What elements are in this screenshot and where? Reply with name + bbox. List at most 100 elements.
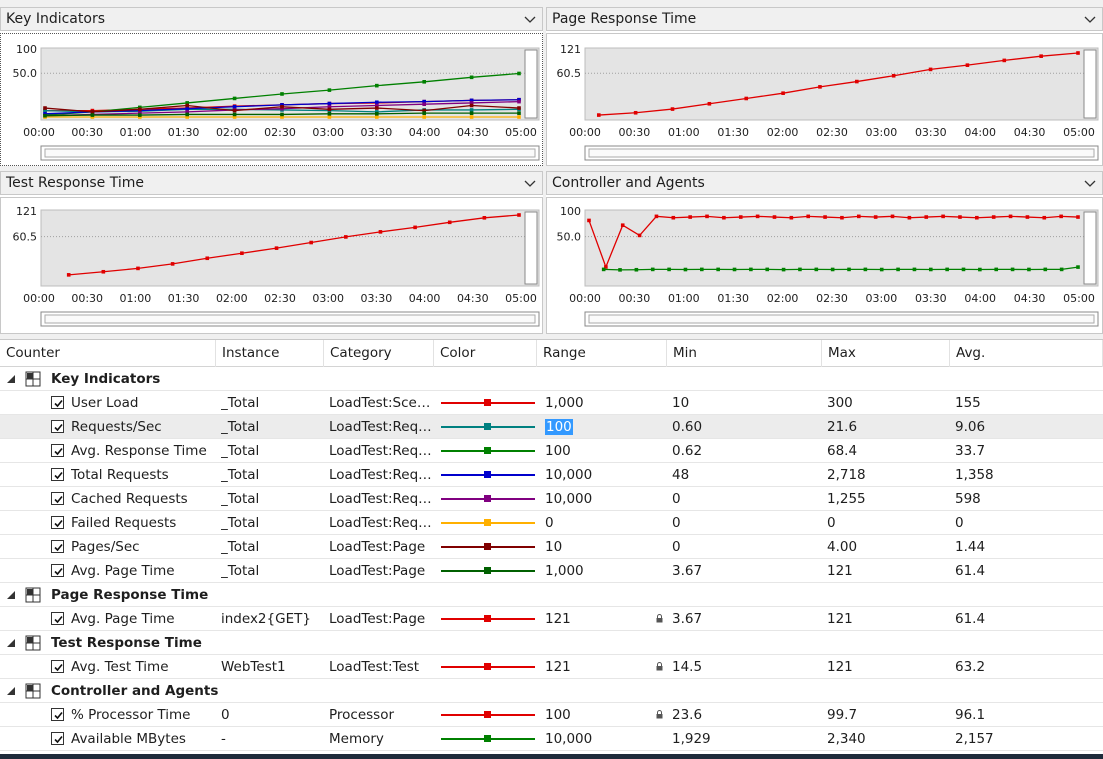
column-header-max[interactable]: Max (822, 340, 950, 367)
data-point (185, 101, 189, 105)
range-value[interactable]: 1,000 (545, 563, 584, 579)
panel-title: Test Response Time (6, 175, 144, 191)
column-header-min[interactable]: Min (667, 340, 822, 367)
counter-checkbox[interactable] (51, 564, 64, 577)
counter-checkbox[interactable] (51, 396, 64, 409)
data-point (705, 214, 709, 219)
data-point (43, 108, 47, 113)
data-point (327, 104, 332, 109)
graph-area[interactable]: 121 60.5 00:00 00:30 01:00 01:30 02:00 02:30 03:… (546, 33, 1103, 166)
counter-row[interactable]: % Processor Time 0 Processor 100 23.6 99.7 96.… (0, 703, 1103, 727)
graph-area[interactable]: 100 50.0 00:00 00:30 01:00 01:30 02:00 02:30 03:… (546, 197, 1103, 334)
category: LoadTest:Page (329, 539, 426, 555)
counter-row[interactable]: Avg. Response Time _Total LoadTest:Req… 100… (0, 439, 1103, 463)
range-value[interactable]: 121 (545, 611, 571, 627)
counter-checkbox[interactable] (51, 612, 64, 625)
data-point (749, 267, 753, 272)
range-value[interactable]: 10,000 (545, 467, 593, 483)
column-header-counter[interactable]: Counter (0, 340, 216, 367)
range-value[interactable]: 100 (545, 443, 571, 459)
column-header-range[interactable]: Range (537, 340, 667, 367)
column-header-avg[interactable]: Avg. (950, 340, 1103, 367)
collapse-arrow-icon[interactable] (7, 639, 15, 647)
group-row[interactable]: Test Response Time (0, 631, 1103, 655)
graph-area[interactable]: 121 60.5 00:00 00:30 01:00 01:30 02:00 02:30 03:… (0, 197, 543, 334)
graph-area[interactable]: 100 50.0 00:00 00:30 01:00 01:30 02:00 02:30 03:… (0, 33, 543, 166)
min-value: 14.5 (672, 659, 703, 675)
column-header-color[interactable]: Color (434, 340, 537, 367)
counter-row[interactable]: Pages/Sec _Total LoadTest:Page 10 0 4.00 1.44 (0, 535, 1103, 559)
counter-row[interactable]: Failed Requests _Total LoadTest:Req… 0 0 0 0 (0, 511, 1103, 535)
range-value[interactable]: 0 (545, 515, 554, 531)
range-value[interactable]: 10 (545, 539, 563, 555)
counter-row[interactable]: User Load _Total LoadTest:Sce… 1,000 10 300 15… (0, 391, 1103, 415)
panel-header[interactable]: Page Response Time (546, 7, 1103, 31)
data-point (517, 115, 521, 119)
column-header-instance[interactable]: Instance (216, 340, 324, 367)
avg-value: 61.4 (955, 611, 986, 627)
counter-checkbox[interactable] (51, 444, 64, 457)
plot-area (584, 209, 1099, 287)
instance: _Total (221, 467, 260, 483)
counter-row[interactable]: Requests/Sec _Total LoadTest:Req… 100 0.60 21… (0, 415, 1103, 439)
x-tick-label: 03:00 (866, 292, 898, 305)
color-swatch-marker (484, 471, 491, 478)
chevron-down-icon[interactable] (523, 11, 537, 27)
counter-row[interactable]: Avg. Page Time index2{GET} LoadTest:Page 12… (0, 607, 1103, 631)
counter-row[interactable]: Available MBytes - Memory 10,000 1,929 2,340 2… (0, 727, 1103, 751)
counter-row[interactable]: Total Requests _Total LoadTest:Req… 10,000 4… (0, 463, 1103, 487)
counter-checkbox[interactable] (51, 540, 64, 553)
min-value: 0 (672, 539, 681, 555)
group-row[interactable]: Controller and Agents (0, 679, 1103, 703)
panel-header[interactable]: Test Response Time (0, 171, 543, 195)
data-point (1025, 215, 1030, 219)
x-tick-label: 03:00 (866, 126, 898, 139)
group-label: Key Indicators (51, 371, 161, 387)
panel-header[interactable]: Key Indicators (0, 7, 543, 31)
counter-row[interactable]: Cached Requests _Total LoadTest:Req… 10,000… (0, 487, 1103, 511)
data-point (975, 215, 979, 220)
data-point (781, 91, 785, 95)
checkmark-icon (54, 711, 63, 720)
chevron-down-icon[interactable] (1083, 175, 1097, 191)
x-tick-label: 02:00 (767, 292, 799, 305)
range-value[interactable]: 10,000 (545, 491, 593, 507)
range-value[interactable]: 121 (545, 659, 571, 675)
checkmark-icon (54, 519, 63, 528)
data-point (280, 92, 284, 96)
counter-checkbox[interactable] (51, 492, 64, 505)
category: Memory (329, 731, 384, 747)
chevron-down-icon[interactable] (1083, 11, 1097, 27)
range-value[interactable]: 100 (545, 419, 573, 435)
range-value[interactable]: 1,000 (545, 395, 584, 411)
range-value[interactable]: 100 (545, 707, 571, 723)
counter-checkbox[interactable] (51, 516, 64, 529)
controller-and-agents-chart: 100 50.0 00:00 00:30 01:00 01:30 02:00 02:30 03:… (557, 205, 1099, 327)
range-value[interactable]: 10,000 (545, 731, 593, 747)
group-row[interactable]: Key Indicators (0, 367, 1103, 391)
column-header-category[interactable]: Category (324, 340, 434, 367)
counter-checkbox[interactable] (51, 708, 64, 721)
group-row[interactable]: Page Response Time (0, 583, 1103, 607)
data-point (469, 103, 474, 108)
instance: _Total (221, 443, 260, 459)
counter-checkbox[interactable] (51, 420, 64, 433)
data-point (1042, 215, 1047, 220)
data-point (823, 215, 827, 219)
collapse-arrow-icon[interactable] (7, 375, 15, 383)
counter-checkbox[interactable] (51, 468, 64, 481)
counter-checkbox[interactable] (51, 660, 64, 673)
min-value: 10 (672, 395, 690, 411)
counter-row[interactable]: Avg. Test Time WebTest1 LoadTest:Test 121 14… (0, 655, 1103, 679)
data-point (856, 214, 861, 219)
collapse-arrow-icon[interactable] (7, 591, 15, 599)
counter-name: Cached Requests (71, 491, 188, 507)
counter-checkbox[interactable] (51, 732, 64, 745)
chevron-down-icon[interactable] (523, 175, 537, 191)
counter-row[interactable]: Avg. Page Time _Total LoadTest:Page 1,000 3.… (0, 559, 1103, 583)
panel-header[interactable]: Controller and Agents (546, 171, 1103, 195)
collapse-arrow-icon[interactable] (7, 687, 15, 695)
grid-header: Counter Instance Category Color Range Mi… (0, 340, 1103, 367)
data-point (43, 112, 47, 116)
category: LoadTest:Req… (329, 467, 432, 483)
